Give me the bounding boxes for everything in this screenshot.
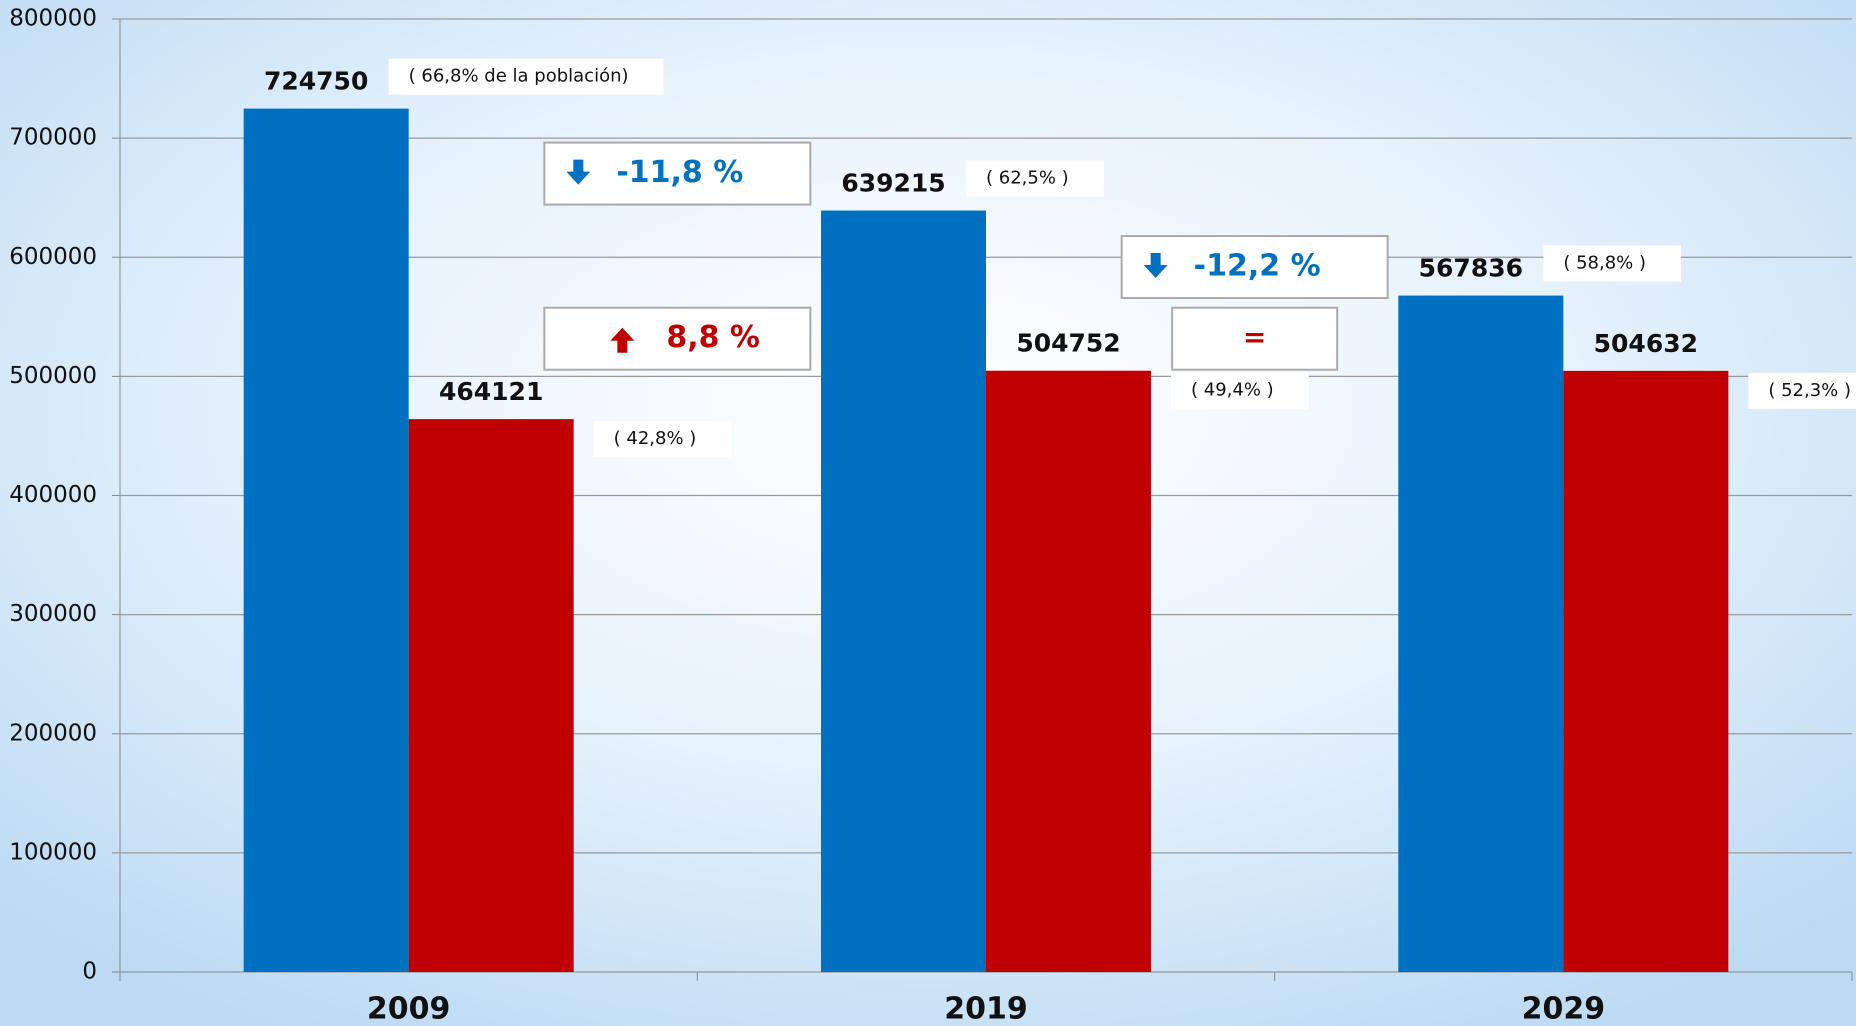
change-arrow	[566, 159, 591, 185]
bar	[821, 210, 986, 972]
share-box	[593, 421, 732, 458]
share-label: ( 49,4% )	[1191, 380, 1274, 401]
change-box	[543, 306, 812, 371]
y-tick-label: 0	[82, 959, 97, 985]
share-label: ( 58,8% )	[1563, 253, 1646, 274]
value-label: 504632	[1594, 329, 1698, 358]
share-box	[1748, 372, 1856, 409]
change-arrow	[1143, 253, 1168, 279]
y-tick-label: 200000	[9, 720, 97, 746]
value-label: 567836	[1419, 254, 1523, 283]
change-arrow	[610, 327, 635, 353]
x-tick-label: 2009	[367, 992, 451, 1026]
y-tick-label: 500000	[9, 363, 97, 389]
bar	[1398, 295, 1564, 972]
y-tick-label: 700000	[9, 125, 97, 151]
share-box	[388, 58, 664, 95]
y-tick-label: 300000	[9, 601, 97, 627]
y-tick-label: 100000	[9, 839, 97, 865]
bar	[986, 370, 1151, 972]
share-box	[1171, 372, 1309, 409]
share-label: ( 52,3% )	[1768, 380, 1851, 401]
bar	[408, 419, 574, 972]
change-label: -11,8 %	[616, 155, 743, 190]
value-label: 464121	[439, 377, 543, 406]
change-label: =	[1243, 321, 1266, 354]
value-label: 724750	[264, 67, 368, 96]
x-tick-label: 2019	[944, 992, 1028, 1026]
y-tick-label: 400000	[9, 482, 97, 508]
share-label: ( 62,5% )	[986, 168, 1069, 189]
share-box	[1543, 245, 1682, 282]
y-tick-label: 600000	[9, 244, 97, 270]
change-box	[1171, 306, 1339, 371]
bar	[243, 108, 409, 973]
change-label: -12,2 %	[1194, 249, 1321, 284]
value-label: 504752	[1016, 329, 1120, 358]
change-box	[543, 141, 812, 206]
y-tick-label: 800000	[9, 6, 97, 32]
x-tick-label: 2029	[1522, 992, 1606, 1026]
bar	[1563, 370, 1729, 972]
share-box	[966, 160, 1104, 197]
change-box	[1120, 235, 1389, 300]
share-label: ( 42,8% )	[614, 428, 697, 449]
share-label: ( 66,8% de la población)	[409, 66, 629, 87]
change-label: 8,8 %	[666, 320, 760, 355]
value-label: 639215	[841, 169, 945, 198]
